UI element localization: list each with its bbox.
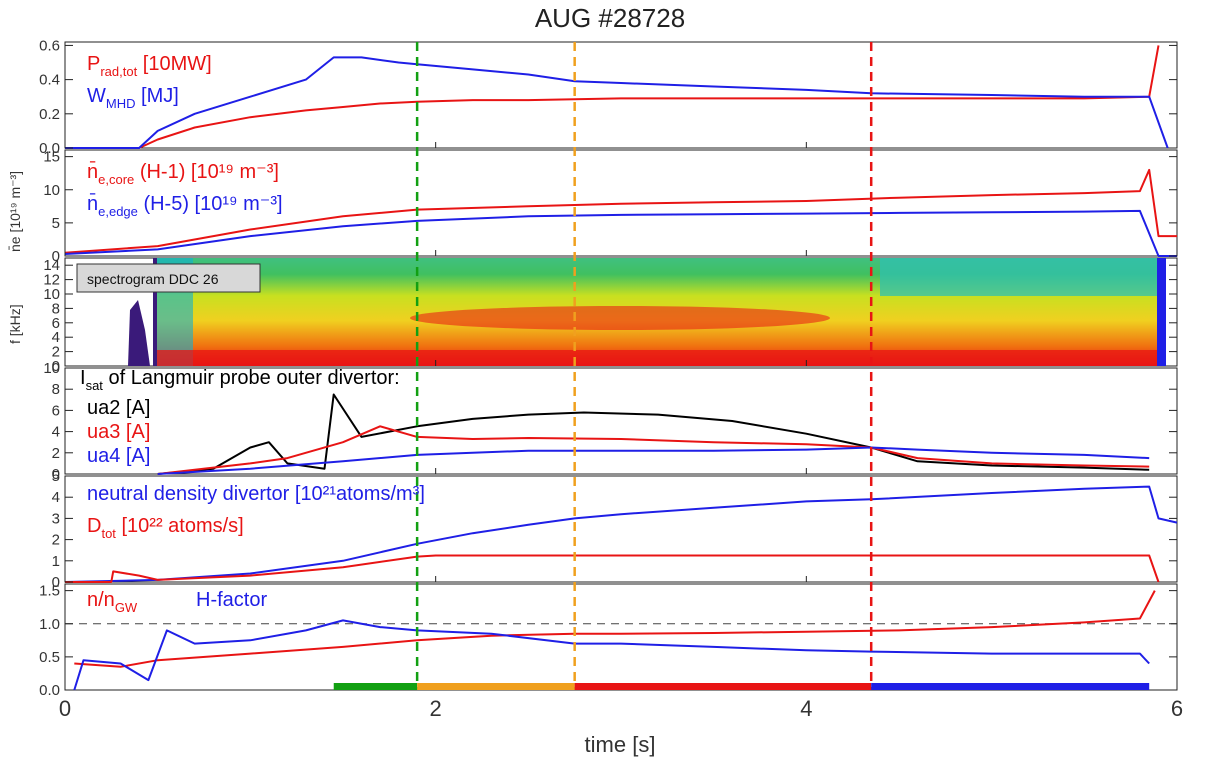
x-axis-label: time [s] bbox=[585, 732, 656, 757]
p4-ytick-label-1: 2 bbox=[52, 445, 60, 462]
panel-frame-p1 bbox=[64, 41, 1178, 149]
series-p6-9 bbox=[74, 590, 1156, 668]
series-p4-6 bbox=[157, 446, 1150, 475]
legend-ua3: ua3 [A] bbox=[87, 421, 150, 443]
legend-prad: Prad,tot [10MW] bbox=[87, 53, 212, 79]
spectrogram-hot-mode bbox=[410, 306, 830, 330]
p1-ytick-label-3: 0.6 bbox=[39, 37, 60, 54]
spectrogram-start-strip bbox=[153, 258, 157, 366]
phase-bar-segment-3 bbox=[871, 683, 1150, 690]
series-layer bbox=[64, 45, 1178, 691]
p3-ytick-label-1: 2 bbox=[52, 344, 60, 361]
series-p1-1 bbox=[65, 56, 1169, 149]
phase-bar bbox=[333, 683, 1150, 690]
p3-ytick-label-7: 14 bbox=[43, 257, 60, 274]
p5-ytick-label-5: 5 bbox=[52, 468, 60, 485]
p3-ytick-label-4: 8 bbox=[52, 300, 60, 317]
legend-dtot: Dtot [10²² atoms/s] bbox=[87, 515, 244, 541]
series-p4-4 bbox=[157, 393, 1150, 475]
series-p5-7 bbox=[64, 485, 1178, 583]
legend-p5: neutral density divertor [10²¹atoms/m³] … bbox=[87, 483, 425, 541]
legend-ua4: ua4 [A] bbox=[87, 445, 150, 467]
legend-wmhd: WMHD [MJ] bbox=[87, 85, 179, 111]
p4-ytick-label-3: 6 bbox=[52, 402, 60, 419]
p3-ytick-label-6: 12 bbox=[43, 272, 60, 289]
p5-ytick-label-1: 1 bbox=[52, 553, 60, 570]
x-tick-label-1: 2 bbox=[430, 696, 442, 721]
legend-ua2: ua2 [A] bbox=[87, 397, 150, 419]
spectrogram bbox=[128, 258, 1166, 366]
phase-bar-segment-1 bbox=[417, 683, 575, 690]
legend-n-ngw: n/nGW bbox=[87, 589, 138, 615]
spectrogram-edge-strip bbox=[1157, 258, 1166, 366]
spectrogram-low-band bbox=[153, 350, 1166, 366]
axis-ticks: 0.00.20.40.60510150246810121402468100123… bbox=[39, 37, 1183, 721]
p4-ytick-label-5: 10 bbox=[43, 360, 60, 377]
legend-p4: Isat of Langmuir probe outer divertor: u… bbox=[80, 367, 400, 467]
p6-ytick-label-1: 0.5 bbox=[39, 649, 60, 666]
legend-ne-core: n̄e,core (H-1) [10¹⁹ m⁻³] bbox=[87, 160, 279, 187]
spectrogram-label-box: spectrogram DDC 26 bbox=[76, 263, 261, 293]
p3-ytick-label-5: 10 bbox=[43, 286, 60, 303]
legend-ne-edge: n̄e,edge (H-5) [10¹⁹ m⁻³] bbox=[87, 192, 283, 219]
p2-ytick-label-0: 0 bbox=[52, 248, 60, 265]
p4-ytick-label-2: 4 bbox=[52, 424, 60, 441]
p3-ytick-label-2: 4 bbox=[52, 329, 60, 346]
spectrogram-cool-band bbox=[880, 258, 1166, 296]
p5-ytick-label-2: 2 bbox=[52, 532, 60, 549]
panel-frame-p2 bbox=[64, 149, 1178, 257]
p2-ytick-label-1: 5 bbox=[52, 215, 60, 232]
p4-ytick-label-0: 0 bbox=[52, 466, 60, 483]
p6-ytick-label-2: 1.0 bbox=[39, 616, 60, 633]
p5-ytick-label-3: 3 bbox=[52, 510, 60, 527]
legend-neutral-density: neutral density divertor [10²¹atoms/m³] bbox=[87, 483, 425, 505]
p6-ytick-label-0: 0.0 bbox=[39, 682, 60, 699]
legend-p2: n̄e,core (H-1) [10¹⁹ m⁻³] n̄e,edge (H-5)… bbox=[87, 160, 283, 219]
phase-markers bbox=[415, 42, 873, 690]
panel-frame-p4 bbox=[64, 367, 1178, 475]
spectrogram-early-burst bbox=[128, 300, 150, 366]
legend-p6: n/nGW H-factor bbox=[87, 589, 267, 615]
p4-ytick-label-4: 8 bbox=[52, 381, 60, 398]
series-p2-3 bbox=[64, 209, 1177, 257]
series-p1-0 bbox=[65, 45, 1160, 149]
series-p5-8 bbox=[65, 554, 1160, 583]
p1-ytick-label-0: 0.0 bbox=[39, 140, 60, 157]
p3-ytick-label-3: 6 bbox=[52, 315, 60, 332]
p1-ytick-label-2: 0.4 bbox=[39, 72, 60, 89]
p5-ytick-label-0: 0 bbox=[52, 574, 60, 591]
series-p2-2 bbox=[64, 168, 1177, 254]
p6-ytick-label-3: 1.5 bbox=[39, 583, 60, 600]
spectrogram-label-box-bg bbox=[76, 263, 261, 293]
x-tick-label-0: 0 bbox=[59, 696, 71, 721]
phase-bar-segment-2 bbox=[574, 683, 872, 690]
figure-title: AUG #28728 bbox=[535, 3, 685, 33]
p3-ytick-label-0: 0 bbox=[52, 358, 60, 375]
x-tick-label-3: 6 bbox=[1171, 696, 1183, 721]
p1-ytick-label-1: 0.2 bbox=[39, 106, 60, 123]
p2-ytick-label-3: 15 bbox=[43, 149, 60, 166]
p3-ylabel: f [kHz] bbox=[7, 304, 23, 344]
p5-ytick-label-4: 4 bbox=[52, 489, 60, 506]
spectrogram-label: spectrogram DDC 26 bbox=[87, 271, 219, 287]
legend-p1: Prad,tot [10MW] WMHD [MJ] bbox=[87, 53, 212, 111]
legend-h-factor: H-factor bbox=[196, 589, 267, 611]
langmuir-heading: Isat of Langmuir probe outer divertor: bbox=[80, 367, 400, 393]
phase-bar-segment-0 bbox=[333, 683, 418, 690]
panel-frame-p5 bbox=[64, 475, 1178, 583]
p2-ytick-label-2: 10 bbox=[43, 182, 60, 199]
x-tick-label-2: 4 bbox=[800, 696, 812, 721]
p2-ylabel: n̄e [10¹⁹ m⁻³] bbox=[7, 171, 23, 252]
